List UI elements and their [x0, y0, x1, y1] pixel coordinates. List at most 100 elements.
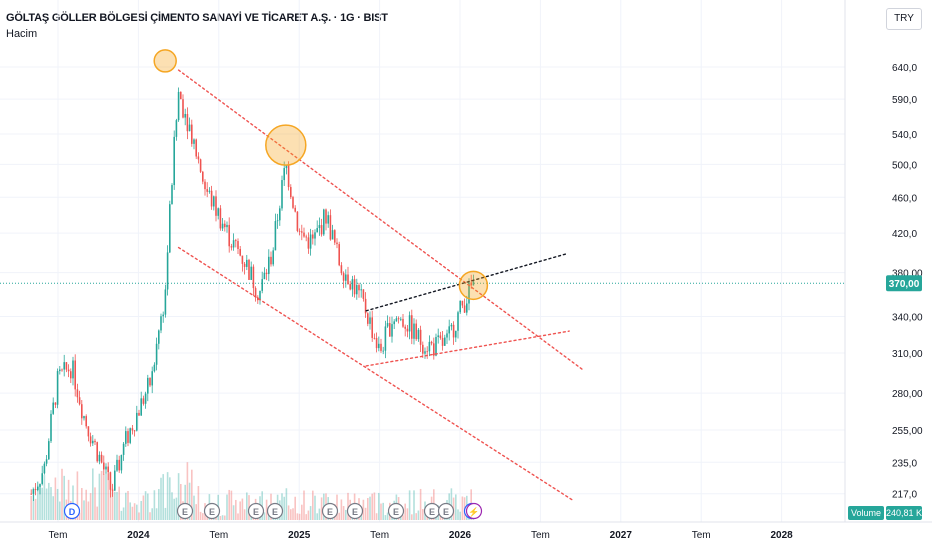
- event-marker-label: E: [272, 507, 278, 517]
- candle-body: [316, 228, 318, 233]
- event-marker-label: E: [393, 507, 399, 517]
- candle-body: [400, 318, 402, 320]
- candle-body: [395, 318, 398, 322]
- volume-bar: [103, 474, 105, 520]
- candle-body: [72, 360, 74, 379]
- volume-bar: [290, 509, 292, 520]
- volume-bar: [285, 488, 288, 520]
- volume-bar: [180, 484, 182, 520]
- candle-body: [270, 256, 272, 265]
- volume-bar: [87, 501, 90, 520]
- candle-body: [356, 285, 358, 295]
- price-tick-label: 640,0: [892, 63, 917, 74]
- volume-bar: [243, 509, 246, 520]
- event-marker: [203, 502, 221, 520]
- event-marker-label: E: [429, 507, 435, 517]
- candle-body: [426, 351, 428, 353]
- candle-body: [448, 326, 450, 334]
- triangle-lower-line: [365, 330, 570, 367]
- candle-body: [140, 398, 142, 416]
- volume-bar: [114, 491, 116, 520]
- volume-bar: [118, 486, 120, 520]
- candle-body: [56, 371, 59, 405]
- candle-body: [195, 139, 197, 157]
- volume-bar: [111, 488, 114, 520]
- candle-body: [246, 259, 248, 267]
- candle-body: [362, 289, 365, 299]
- candle-body: [228, 224, 230, 247]
- candle-body: [435, 337, 437, 356]
- last-price-label: 370,00: [889, 279, 920, 290]
- candle-body: [307, 237, 310, 249]
- candle-body: [98, 454, 101, 462]
- volume-bar: [345, 509, 347, 520]
- volume-bar: [162, 474, 164, 520]
- volume-bar: [171, 492, 173, 520]
- candle-body: [279, 208, 281, 221]
- volume-bar: [147, 493, 149, 520]
- time-axis: Tem 2024 Tem 2025 Tem 2026 Tem 2027 Tem 2028: [0, 521, 932, 541]
- volume-bar: [41, 487, 43, 520]
- event-marker: [387, 502, 405, 520]
- volume-bar: [318, 508, 321, 520]
- volume-bar: [380, 503, 382, 520]
- candle-body: [290, 187, 292, 198]
- candle-body: [347, 274, 349, 285]
- time-tick-label: 2028: [770, 530, 793, 541]
- event-marker: [247, 502, 265, 520]
- volume-bar: [419, 488, 422, 520]
- candle-body: [296, 211, 299, 231]
- candle-body: [237, 241, 239, 249]
- event-marker: [63, 502, 81, 520]
- candle-body: [89, 436, 92, 444]
- volume-bar: [411, 514, 413, 520]
- volume-bar: [373, 492, 376, 520]
- candle-body: [131, 428, 134, 431]
- candle-body: [136, 412, 138, 431]
- candle-body: [455, 330, 457, 338]
- candle-body: [171, 185, 173, 205]
- candle-body: [323, 209, 325, 235]
- volume-bar: [94, 487, 96, 520]
- candle-body: [274, 221, 277, 251]
- candle-body: [472, 281, 475, 286]
- volume-bar: [169, 477, 171, 520]
- candle-body: [105, 466, 107, 470]
- volume-indicator-label[interactable]: Hacim: [6, 28, 38, 40]
- candle-body: [441, 337, 444, 346]
- volume-bar: [338, 512, 340, 520]
- candle-body: [360, 289, 362, 291]
- candle-body: [175, 120, 178, 137]
- volume-bar: [320, 497, 323, 520]
- volume-bar: [116, 491, 118, 520]
- time-tick-label: Tem: [49, 530, 68, 541]
- volume-bar: [386, 512, 389, 520]
- volume-bar: [230, 490, 233, 520]
- volume-badge: [848, 506, 884, 520]
- candle-body: [37, 486, 39, 491]
- price-tick-label: 590,0: [892, 95, 917, 106]
- volume-bar: [39, 485, 41, 520]
- candle-body: [30, 493, 32, 495]
- candle-body: [202, 171, 204, 182]
- candle-body: [298, 230, 301, 232]
- candle-body: [428, 341, 431, 352]
- candle-body: [235, 240, 237, 242]
- candle-body: [470, 282, 472, 286]
- candle-body: [224, 223, 226, 228]
- volume-bar: [250, 515, 252, 520]
- candle-body: [70, 371, 72, 379]
- volume-bar: [85, 489, 87, 520]
- time-tick-label: Tem: [692, 530, 711, 541]
- candle-body: [96, 442, 98, 462]
- event-marker-label: E: [352, 507, 358, 517]
- channel-lower-line: [177, 246, 574, 501]
- candle-body: [378, 343, 380, 349]
- candle-body: [254, 288, 257, 298]
- candle-body: [169, 204, 171, 253]
- currency-button[interactable]: TRY: [886, 8, 922, 30]
- highlight-circle: [153, 49, 177, 73]
- candle-body: [180, 91, 182, 100]
- candle-body: [430, 341, 433, 344]
